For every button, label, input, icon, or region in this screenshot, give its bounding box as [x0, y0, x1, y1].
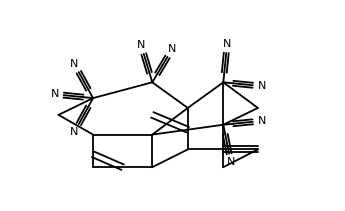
Text: N: N [70, 127, 79, 137]
Text: N: N [137, 41, 145, 50]
Text: N: N [257, 81, 266, 91]
Text: N: N [51, 89, 59, 99]
Text: N: N [257, 116, 266, 126]
Text: N: N [70, 59, 79, 69]
Text: N: N [168, 44, 176, 54]
Text: N: N [227, 157, 235, 168]
Text: N: N [223, 39, 231, 49]
